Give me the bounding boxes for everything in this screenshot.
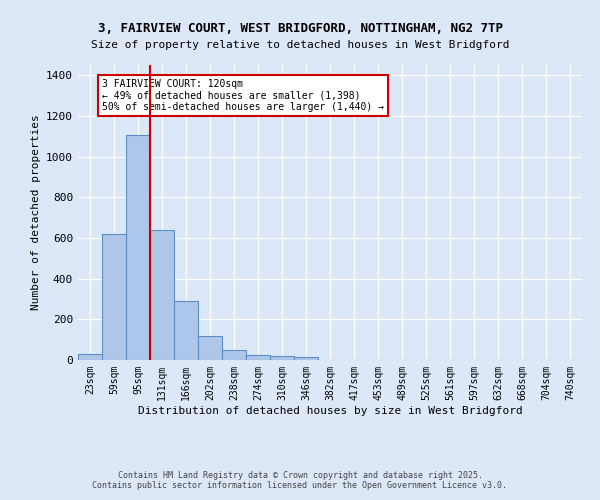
Bar	[198, 336, 222, 360]
Bar	[246, 355, 270, 360]
Text: Contains HM Land Registry data © Crown copyright and database right 2025.
Contai: Contains HM Land Registry data © Crown c…	[92, 470, 508, 490]
Bar	[102, 234, 126, 360]
Bar	[126, 135, 150, 360]
Bar	[222, 350, 246, 360]
X-axis label: Distribution of detached houses by size in West Bridgford: Distribution of detached houses by size …	[137, 406, 523, 415]
Bar	[150, 230, 174, 360]
Bar	[294, 357, 318, 360]
Y-axis label: Number of detached properties: Number of detached properties	[31, 114, 41, 310]
Bar	[270, 356, 294, 360]
Bar	[78, 354, 102, 360]
Text: Size of property relative to detached houses in West Bridgford: Size of property relative to detached ho…	[91, 40, 509, 50]
Text: 3 FAIRVIEW COURT: 120sqm
← 49% of detached houses are smaller (1,398)
50% of sem: 3 FAIRVIEW COURT: 120sqm ← 49% of detach…	[102, 79, 384, 112]
Text: 3, FAIRVIEW COURT, WEST BRIDGFORD, NOTTINGHAM, NG2 7TP: 3, FAIRVIEW COURT, WEST BRIDGFORD, NOTTI…	[97, 22, 503, 36]
Bar	[174, 301, 198, 360]
